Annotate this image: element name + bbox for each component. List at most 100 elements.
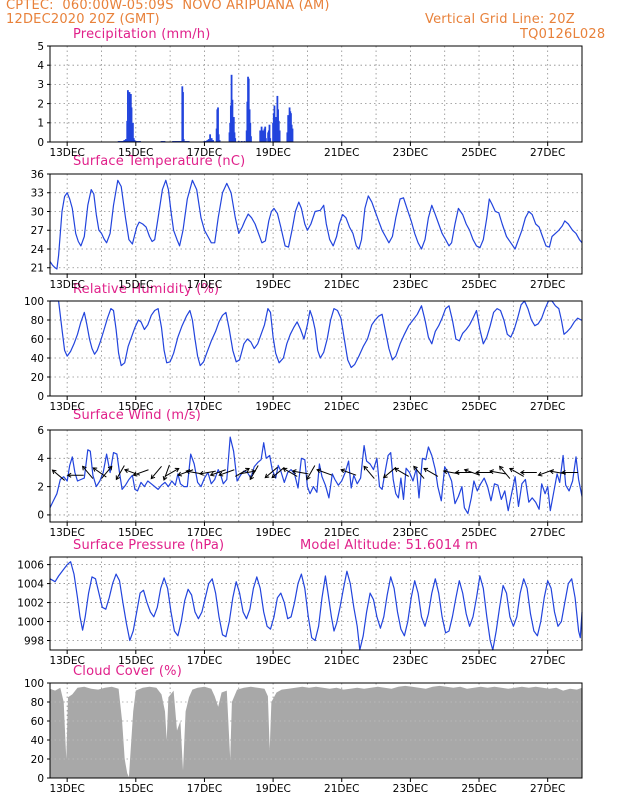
precip-bar [259, 130, 262, 142]
precip-bar [233, 132, 236, 142]
wind-arrow [177, 469, 194, 476]
run-time-label: 12DEC2020 20Z (GMT) [6, 12, 160, 27]
wind-x-tick-label: 15DEC [118, 527, 153, 539]
wind-arrow-head [245, 467, 250, 473]
pressure-series-line [49, 561, 583, 651]
humidity-x-tick-label: 27DEC [530, 401, 565, 413]
wind-arrow-head [463, 468, 469, 474]
precip-title: Precipitation (mm/h) [73, 27, 211, 42]
wind-y-tick-label: 6 [37, 425, 44, 437]
precip-bar [127, 90, 129, 142]
wind-arrow [52, 469, 66, 481]
cloud-cover-x-tick-label: 19DEC [255, 783, 290, 795]
wind-arrow [423, 468, 439, 477]
precip-x-tick-label: 23DEC [393, 147, 428, 159]
wind-arrow [383, 466, 397, 478]
cloud-cover-y-tick-label: 0 [37, 773, 44, 785]
pressure-x-tick-label: 19DEC [255, 655, 290, 667]
wind-arrow-head [66, 472, 72, 478]
cloud-cover-x-tick-label: 21DEC [324, 783, 359, 795]
wind-arrow-head [209, 471, 215, 477]
humidity-y-tick-label: 0 [37, 391, 44, 403]
wind-arrow [199, 470, 216, 475]
precip-bar [268, 124, 271, 142]
wind-arrow-head [340, 468, 346, 474]
precip-bar [232, 117, 235, 142]
wind-arrow-head [537, 471, 543, 477]
pressure-title: Surface Pressure (hPa) [73, 538, 225, 553]
wind-arrow [394, 468, 409, 477]
wind-arrow [509, 468, 524, 477]
temperature-y-tick-label: 21 [31, 263, 44, 275]
temperature-x-tick-label: 19DEC [255, 279, 290, 291]
pressure-frame [49, 556, 583, 651]
humidity-y-tick-label: 100 [24, 296, 44, 308]
precip-bar [217, 107, 219, 142]
cloud-cover-y-tick-label: 40 [31, 735, 44, 747]
precip-bar [218, 140, 221, 142]
wind-arrow-head [81, 465, 87, 471]
wind-arrow [210, 469, 226, 476]
wind-arrow [271, 466, 285, 478]
precip-bar [278, 130, 281, 142]
temperature-y-tick-label: 33 [31, 188, 44, 200]
wind-arrow [164, 468, 180, 477]
wind-arrow-head [454, 469, 460, 475]
wind-arrow [82, 466, 94, 479]
wind-x-tick-label: 23DEC [393, 527, 428, 539]
wind-arrow [133, 469, 149, 476]
pressure-y-tick-label: 1004 [17, 578, 44, 590]
cloud-cover-title: Cloud Cover (%) [73, 664, 182, 679]
wind-arrow [163, 464, 170, 481]
wind-frame [49, 429, 583, 523]
wind-arrow-head [199, 470, 204, 476]
wind-arrow-head [218, 471, 224, 477]
wind-arrow-head [174, 467, 180, 473]
wind-arrow-head [123, 468, 129, 474]
wind-y-tick-label: 0 [37, 510, 44, 522]
cloud-cover-x-tick-label: 15DEC [118, 783, 153, 795]
wind-arrow-head [394, 467, 399, 473]
cloud-cover-frame [49, 682, 583, 779]
pressure-x-tick-label: 25DEC [461, 655, 496, 667]
temperature-x-tick-label: 13DEC [49, 279, 84, 291]
wind-y-tick-label: 2 [37, 481, 44, 493]
wind-arrow-head [271, 473, 277, 479]
pressure-y-tick-label: 998 [24, 635, 44, 647]
wind-arrow-head [306, 475, 311, 481]
model-id-label: TQ0126L028 [520, 27, 606, 42]
temperature-y-tick-label: 27 [31, 225, 44, 237]
cloud-cover-y-tick-label: 60 [31, 716, 44, 728]
temperature-x-tick-label: 25DEC [461, 279, 496, 291]
cloud-cover-y-tick-label: 100 [24, 678, 44, 690]
wind-arrow-head [561, 469, 566, 475]
wind-arrow-head [51, 469, 57, 475]
wind-arrow [292, 470, 309, 475]
wind-arrow-head [316, 468, 322, 474]
humidity-y-tick-label: 60 [31, 334, 44, 346]
precip-frame [49, 45, 583, 143]
precip-bar [210, 138, 213, 142]
precip-bar [130, 107, 133, 142]
wind-arrow-head [423, 467, 429, 473]
wind-arrow-head [475, 469, 480, 475]
precip-bar [131, 122, 134, 142]
precip-bar [234, 138, 237, 142]
precip-x-tick-label: 25DEC [461, 147, 496, 159]
wind-arrow-head [92, 467, 98, 472]
precip-bar [264, 138, 267, 142]
wind-title: Surface Wind (m/s) [73, 408, 202, 423]
wind-arrow-head [132, 471, 138, 477]
temperature-frame [49, 173, 583, 275]
precip-bar [264, 126, 267, 142]
humidity-x-tick-label: 17DEC [187, 401, 222, 413]
wind-arrow-head [185, 469, 191, 475]
precip-bar [212, 140, 214, 142]
humidity-y-tick-label: 40 [31, 353, 44, 365]
wind-x-tick-label: 17DEC [187, 527, 222, 539]
wind-arrow-head [150, 474, 156, 480]
precip-bar [217, 134, 220, 142]
humidity-x-tick-label: 15DEC [118, 401, 153, 413]
